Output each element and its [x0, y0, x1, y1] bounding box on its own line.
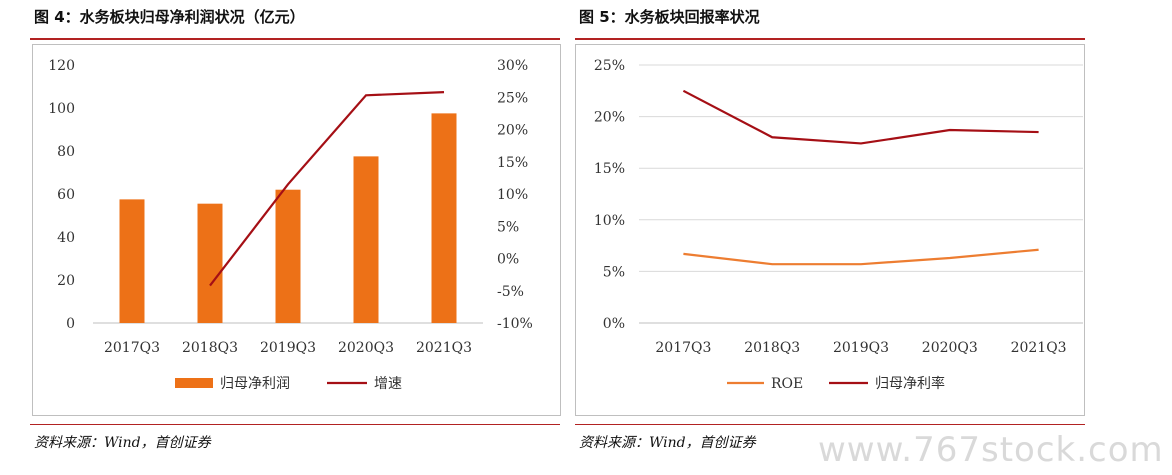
x-tick-label: 2020Q3: [338, 340, 394, 356]
series-line-0: [683, 248, 1039, 266]
left-chart-frame: 0 20 40 60 80 100 120 -10% -5% 0% 5% 10% 15% 20% 25% 30…: [32, 44, 561, 416]
series-line-1: [682, 89, 1039, 145]
legend-bar-label: 归母净利润: [220, 375, 290, 392]
x-tick-label: 2017Q3: [104, 340, 160, 356]
bar-2020Q3: [353, 156, 379, 323]
bar-2019Q3: [275, 189, 301, 323]
x-tick-label: 2018Q3: [182, 340, 238, 356]
y-left-tick-label: 60: [57, 187, 75, 203]
x-tick-label: 2021Q3: [416, 340, 472, 356]
y-right-tick-label: -5%: [497, 284, 524, 300]
y-tick-label: 25%: [594, 58, 625, 74]
right-chart-frame: 0% 5% 10% 15% 20% 25% 2017Q3 2018Q3 2019Q3 2020Q3…: [575, 44, 1085, 416]
bar-2021Q3: [431, 113, 457, 323]
legend-bar-swatch: [175, 378, 213, 388]
x-tick-label: 2019Q3: [260, 340, 316, 356]
right-bottom-rule: [575, 424, 1085, 425]
y-right-tick-label: 15%: [497, 155, 528, 171]
y-right-tick-label: 25%: [497, 90, 528, 106]
y-left-tick-label: 80: [57, 144, 75, 160]
right-figure-title: 图 5：水务板块回报率状况: [579, 8, 760, 26]
right-title-rule: [575, 38, 1085, 40]
y-left-tick-label: 120: [48, 58, 75, 74]
left-chart: 0 20 40 60 80 100 120 -10% -5% 0% 5% 10% 15% 20% 25% 30…: [48, 58, 533, 392]
y-tick-label: 0%: [603, 316, 625, 332]
x-tick-label: 2017Q3: [655, 340, 711, 356]
left-bottom-rule: [30, 424, 560, 425]
x-tick-label: 2021Q3: [1011, 340, 1067, 356]
y-left-tick-label: 0: [66, 316, 75, 332]
x-tick-label: 2020Q3: [922, 340, 978, 356]
legend-margin-label: 归母净利率: [875, 375, 945, 392]
y-right-tick-label: 30%: [497, 58, 528, 74]
y-right-tick-label: 20%: [497, 123, 528, 139]
y-tick-label: 15%: [594, 161, 625, 177]
y-right-tick-label: -10%: [497, 316, 533, 332]
watermark: www.767stock.com: [818, 430, 1164, 470]
y-left-tick-label: 100: [48, 101, 75, 117]
growth-line: [209, 90, 445, 287]
right-chart: 0% 5% 10% 15% 20% 25% 2017Q3 2018Q3 2019Q3 2020Q3…: [594, 58, 1083, 392]
x-tick-label: 2019Q3: [833, 340, 889, 356]
left-source: 资料来源：Wind，首创证券: [34, 435, 211, 451]
y-right-tick-label: 5%: [497, 219, 519, 235]
bar-2017Q3: [119, 199, 145, 323]
right-source: 资料来源：Wind，首创证券: [579, 435, 756, 451]
y-right-tick-label: 10%: [497, 187, 528, 203]
x-tick-label: 2018Q3: [744, 340, 800, 356]
y-tick-label: 5%: [603, 264, 625, 280]
left-title-rule: [30, 38, 560, 40]
legend-line-label: 增速: [374, 376, 402, 392]
left-figure-title: 图 4：水务板块归母净利润状况（亿元）: [34, 8, 305, 26]
legend-roe-label: ROE: [771, 376, 803, 392]
bar-2018Q3: [197, 203, 223, 323]
y-tick-label: 20%: [594, 110, 625, 126]
y-right-tick-label: 0%: [497, 252, 519, 268]
y-left-tick-label: 40: [57, 230, 75, 246]
y-tick-label: 10%: [594, 213, 625, 229]
y-left-tick-label: 20: [57, 273, 75, 289]
